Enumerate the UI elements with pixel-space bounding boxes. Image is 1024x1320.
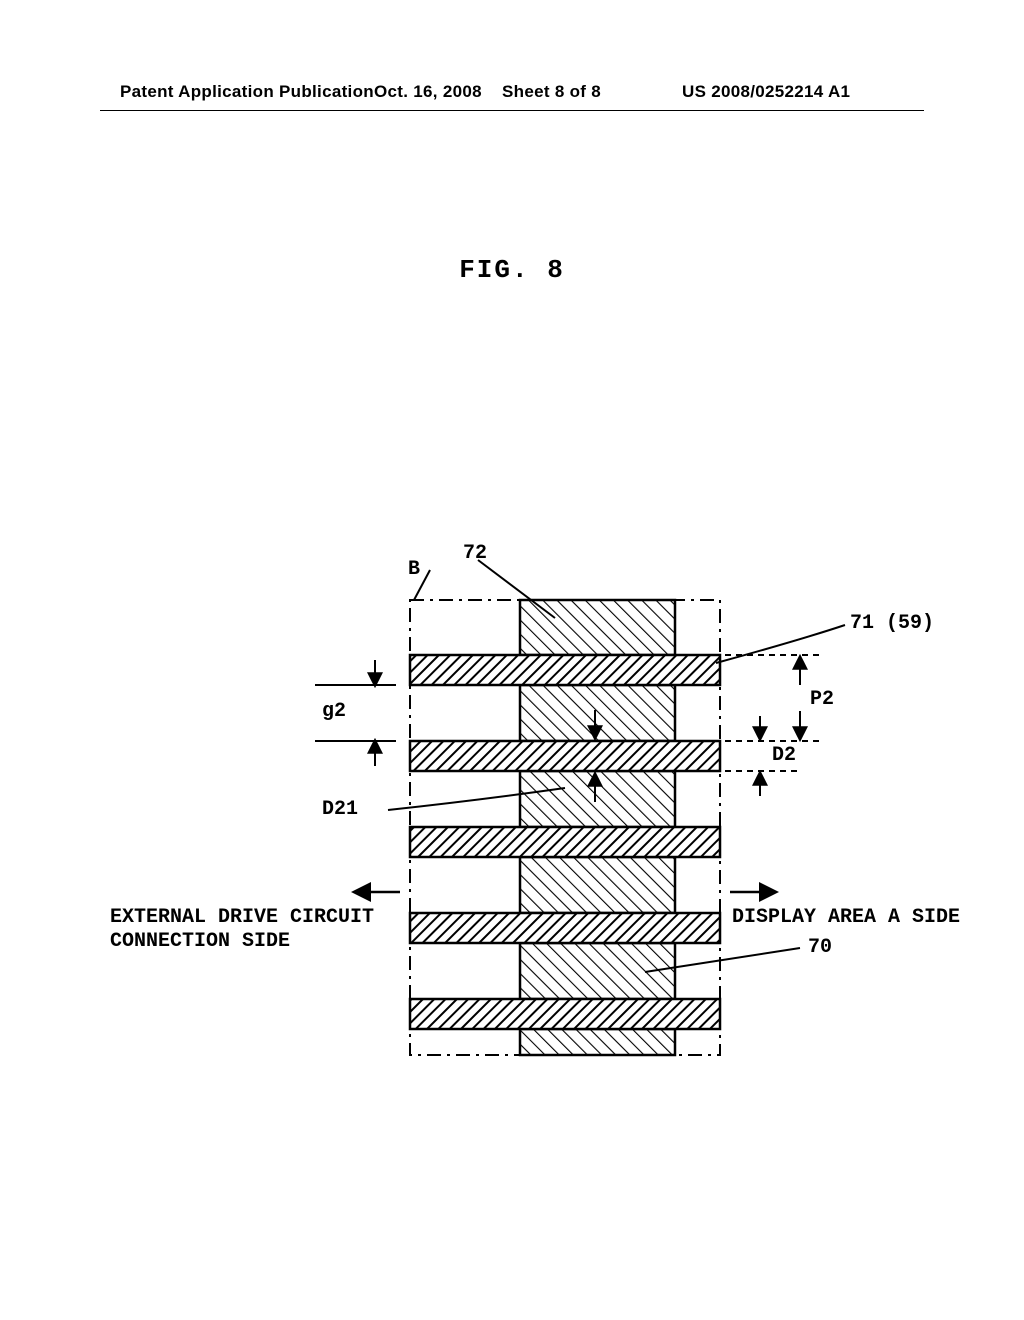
label-D2: D2 [772, 744, 796, 767]
label-g2: g2 [322, 700, 346, 723]
header-date: Oct. 16, 2008 [374, 82, 482, 102]
figure-title: FIG. 8 [0, 255, 1024, 285]
label-D21: D21 [322, 798, 358, 821]
header-publication: Patent Application Publication [120, 82, 374, 102]
figure-8-diagram: 72 B 71 (59) g2 D21 P2 D2 70 EXTERNAL DR… [100, 540, 924, 1100]
label-72: 72 [463, 542, 487, 565]
leader-72 [478, 560, 555, 618]
label-ext-drive-1: EXTERNAL DRIVE CIRCUIT [110, 906, 374, 929]
label-display-side: DISPLAY AREA A SIDE [732, 906, 960, 929]
label-70: 70 [808, 936, 832, 959]
header-rule [100, 110, 924, 111]
leader-71 [716, 625, 845, 663]
label-P2: P2 [810, 688, 834, 711]
header-docno: US 2008/0252214 A1 [682, 82, 850, 102]
label-B: B [408, 558, 420, 581]
header-sheet: Sheet 8 of 8 [502, 82, 601, 102]
label-71: 71 (59) [850, 612, 934, 635]
label-ext-drive-2: CONNECTION SIDE [110, 930, 290, 953]
